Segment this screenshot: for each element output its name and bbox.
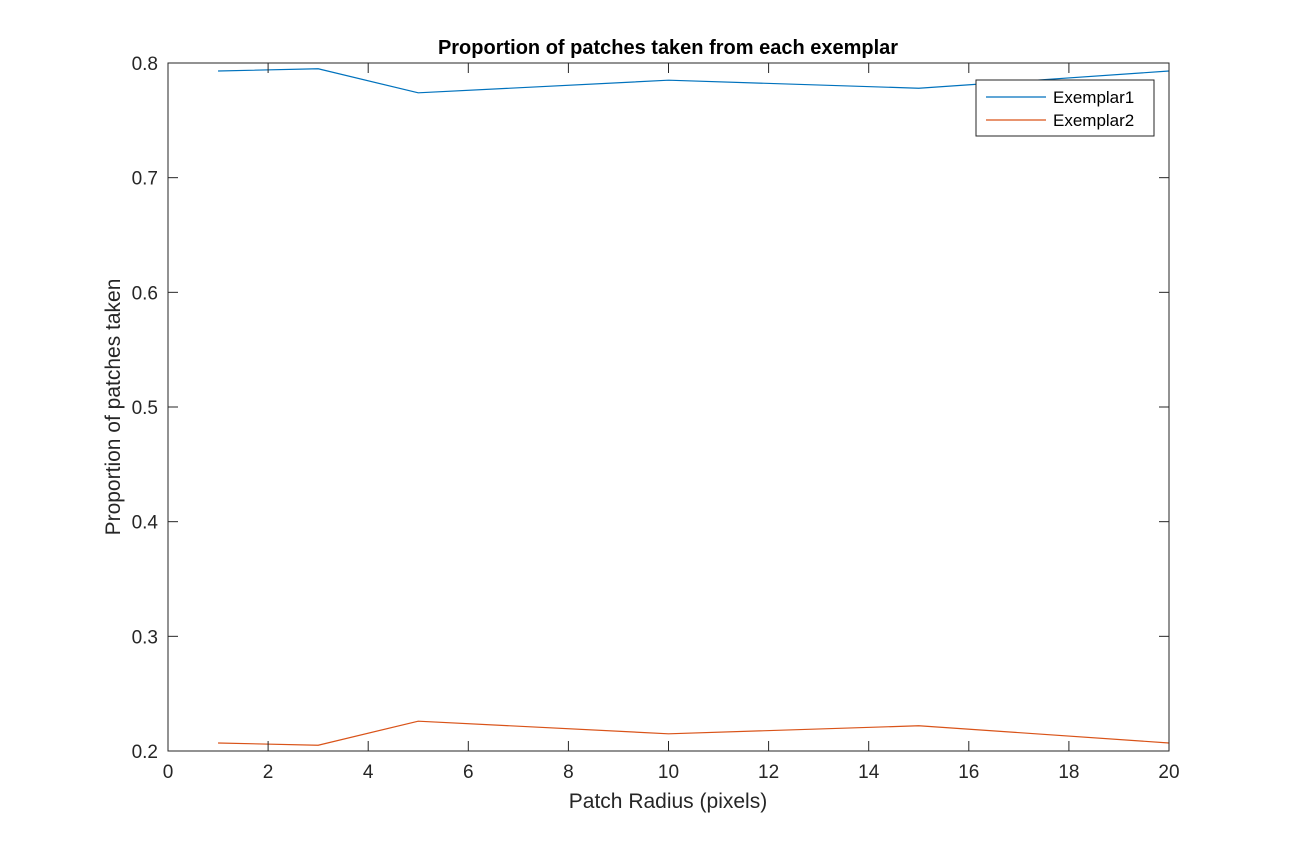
y-tick-label: 0.4 [132,513,159,534]
x-tick-label: 20 [1158,762,1179,783]
x-tick-label: 14 [858,762,880,783]
x-tick-label: 18 [1058,762,1079,783]
plot-frame [167,62,1170,752]
series-line-exemplar1 [218,68,1170,94]
legend-box [975,79,1155,137]
plot-area [168,63,1169,751]
x-tick-label: 6 [463,762,474,783]
chart-title: Proportion of patches taken from each ex… [438,37,898,59]
x-axis-label: Patch Radius (pixels) [569,790,767,813]
x-tick-label: 12 [758,762,779,783]
x-tick-label: 4 [363,762,374,783]
legend-label-exemplar1: Exemplar1 [1053,88,1134,107]
y-tick-label: 0.2 [132,742,158,763]
y-tick-label: 0.6 [132,283,158,304]
y-axis-label: Proportion of patches taken [102,279,125,536]
series-layer [218,68,1170,746]
x-tick-label: 2 [263,762,274,783]
y-tick-label: 0.7 [132,169,158,190]
x-tick-label: 10 [658,762,679,783]
y-tick-label: 0.5 [132,398,158,419]
legend-label-exemplar2: Exemplar2 [1053,111,1134,130]
ticks-layer: 0 2 4 6 8 10 12 14 16 18 20 0.2 0.3 0.4 0.5 0.6 0.7 0.8 [132,54,1180,783]
legend: Exemplar1 Exemplar2 [975,79,1155,137]
y-tick-label: 0.8 [132,54,158,75]
series-line-exemplar2 [218,720,1170,746]
y-tick-label: 0.3 [132,627,158,648]
x-tick-label: 8 [563,762,574,783]
x-tick-label: 16 [958,762,979,783]
x-tick-label: 0 [163,762,174,783]
